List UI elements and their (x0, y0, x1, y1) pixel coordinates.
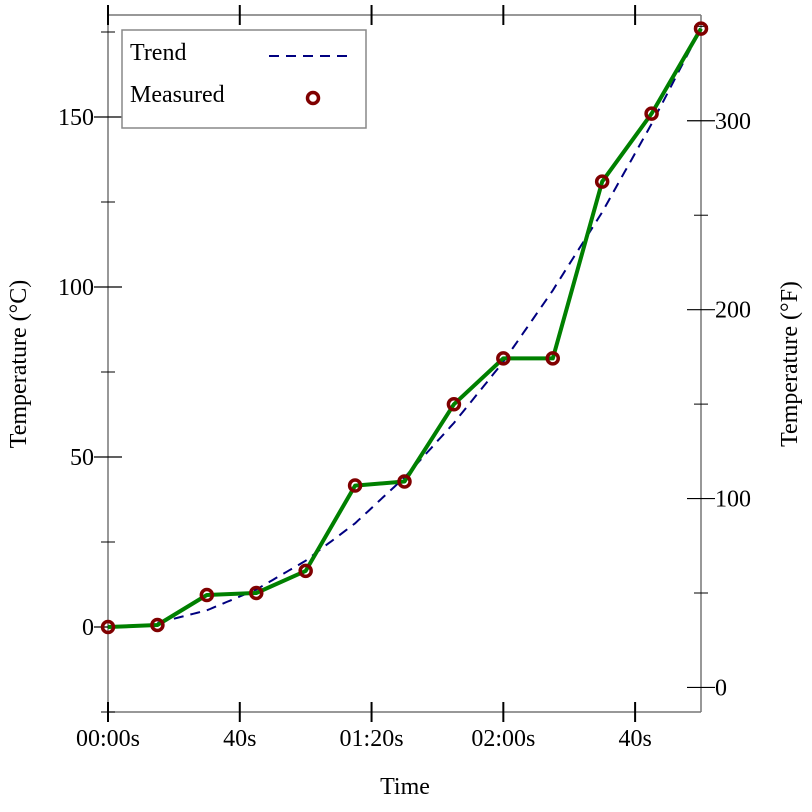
x-axis-label: Time (380, 774, 430, 800)
measured-point (150, 617, 165, 633)
measured-point (347, 478, 363, 493)
measured-point (249, 585, 264, 601)
trend-line (157, 28, 702, 624)
x-tick-label: 40s (223, 726, 256, 752)
y2-tick-label: 0 (715, 675, 727, 701)
y-tick-label: 100 (58, 275, 94, 301)
measured-point (644, 106, 659, 121)
legend-swatch-measured (305, 90, 321, 106)
legend-label-measured: Measured (130, 82, 225, 108)
y-tick-label: 50 (70, 445, 94, 471)
legend-frame (121, 29, 367, 129)
measured-point (545, 351, 560, 366)
measured-point (298, 563, 313, 579)
x-tick-label: 02:00s (471, 726, 535, 752)
y-tick-label: 0 (82, 615, 94, 641)
x-tick-label: 00:00s (76, 726, 140, 752)
x-tick-label: 40s (618, 726, 651, 752)
plot-marks (100, 21, 709, 635)
y2-tick-label: 100 (715, 487, 751, 513)
measured-point (199, 587, 215, 603)
measured-line (107, 27, 703, 629)
x-tick-label: 01:20s (340, 726, 404, 752)
measured-point (446, 397, 462, 412)
y2-tick-label: 300 (715, 109, 751, 135)
measured-point (693, 21, 709, 36)
y-axis-label: Temperature (°C) (6, 280, 32, 449)
y-tick-label: 150 (58, 105, 94, 131)
legend-label-trend: Trend (130, 40, 186, 66)
measured-point (100, 619, 116, 635)
y2-tick-label: 200 (715, 298, 751, 324)
measured-point (594, 174, 610, 189)
legend: Trend Measured (121, 29, 367, 129)
axes: 00:00s 40s 01:20s 02:00s 40s 0 50 100 150 0 100 200… (58, 5, 751, 752)
y2-axis-label: Temperature (°F) (777, 281, 803, 447)
measured-point (496, 351, 511, 366)
measured-point (397, 474, 412, 489)
